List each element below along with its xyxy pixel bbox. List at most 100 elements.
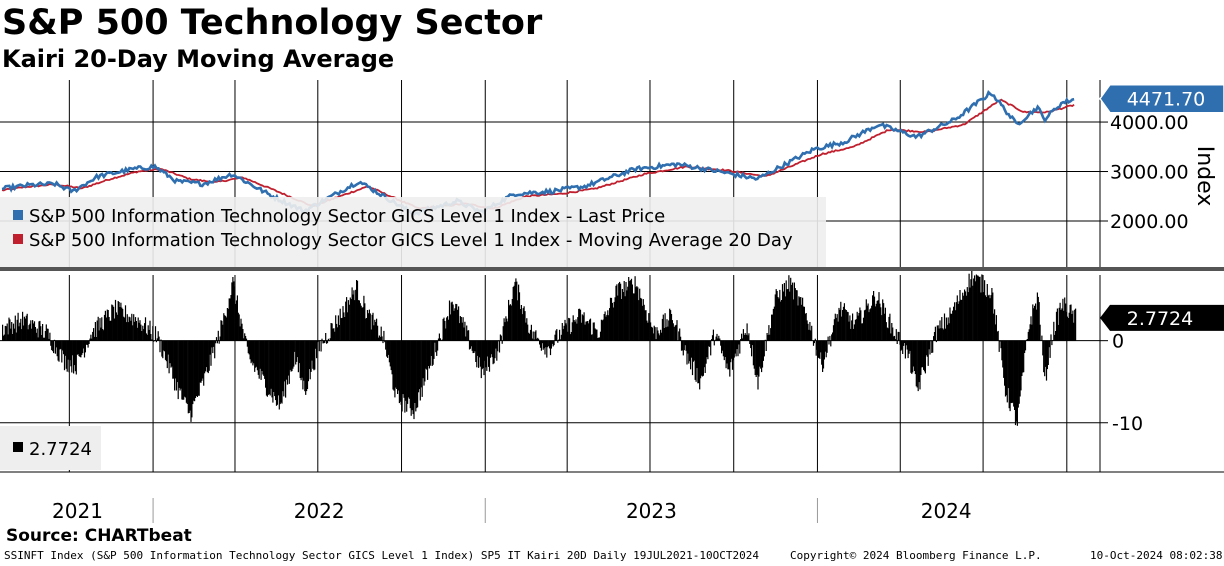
kairi-bar [579,309,582,341]
kairi-bar [281,340,283,404]
kairi-bar [577,317,579,341]
kairi-bar [215,337,218,341]
kairi-bar [112,305,114,341]
kairi-bar [354,300,356,341]
kairi-bar [874,306,876,341]
kairi-bar [271,340,273,398]
kairi-bar [379,336,381,341]
kairi-bar [723,340,725,361]
kairi-bar [4,325,6,341]
kairi-bar [1044,340,1046,377]
kairi-bar [1048,340,1050,348]
kairi-bar [141,331,143,341]
kairi-bar [150,334,152,341]
kairi-bar [104,310,106,341]
kairi-bar [109,320,111,341]
kairi-bar [693,340,695,361]
kairi-bar [686,340,688,365]
kairi-bar [820,340,822,353]
kairi-legend-entry: 2.7724 [29,439,92,460]
kairi-bar [526,318,528,341]
kairi-bar [133,314,135,341]
kairi-bar [959,290,961,341]
kairi-bar [428,340,430,369]
kairi-bar [508,305,511,341]
kairi-bar [490,340,492,355]
kairi-bar [944,328,947,341]
kairi-bar [106,309,108,341]
kairi-bar [214,340,216,359]
kairi-bar [257,340,259,375]
kairi-bar [971,270,973,341]
kairi-bar [417,340,420,393]
kairi-bar [824,340,826,352]
kairi-bar [803,306,805,341]
kairi-bar [230,295,232,341]
kairi-bar [634,276,636,341]
kairi-bar [915,340,917,387]
kairi-bar [950,313,952,341]
kairi-bar [96,320,98,341]
kairi-bar [822,340,824,372]
kairi-bar [40,326,42,341]
kairi-bar [1059,302,1061,341]
kairi-bar [299,340,301,378]
kairi-bar [815,340,817,356]
kairi-bar [46,328,48,341]
kairi-bar [610,297,613,341]
kairi-bar [405,340,407,401]
kairi-bar [395,340,397,388]
kairi-bar [844,309,846,341]
kairi-bar [547,340,549,348]
kairi-bar [544,340,546,355]
kairi-panel-grid [0,275,1100,472]
kairi-bar [1037,296,1039,341]
kairi-bar [290,340,292,372]
kairi-bar [964,291,967,341]
kairi-bar [897,331,899,341]
kairi-bar [223,313,225,341]
kairi-bar [729,340,731,377]
kairi-bar [67,340,69,360]
kairi-bar [709,340,711,347]
kairi-bar [585,321,587,341]
kairi-bar [442,318,444,341]
kairi-bar [255,340,257,368]
kairi-bar [471,340,473,351]
kairi-bar [510,305,512,341]
kairi-bar [756,340,758,375]
price-tick-label: 2000.00 [1110,211,1189,233]
kairi-bar [654,327,656,341]
kairi-bar [183,340,185,400]
kairi-bar [1010,340,1012,403]
kairi-bar [955,302,957,341]
kairi-bar [954,302,956,341]
kairi-bar [148,329,150,341]
kairi-bar [458,306,460,341]
kairi-bar [602,319,604,341]
kairi-bar [256,340,258,371]
kairi-bar [384,340,386,343]
kairi-bar [908,340,910,354]
kairi-bar [136,327,138,341]
kairi-bar [548,340,550,347]
kairi-bar [991,288,993,341]
kairi-bar [607,310,609,341]
kairi-bar [691,340,694,376]
kairi-bar [103,314,106,341]
kairi-bar [761,340,764,368]
kairi-bar [883,313,886,341]
kairi-bar [121,307,123,341]
kairi-bar [505,316,507,341]
kairi-bar [177,340,179,400]
kairi-bar [549,340,551,349]
kairi-bar [592,322,594,341]
kairi-bar [498,340,500,342]
kairi-bar [151,339,153,341]
kairi-bar [21,329,23,341]
kairi-bar [437,340,439,351]
kairi-bar [804,313,806,341]
kairi-bar [345,301,347,341]
kairi-bar [847,312,849,341]
kairi-bar [237,312,239,341]
